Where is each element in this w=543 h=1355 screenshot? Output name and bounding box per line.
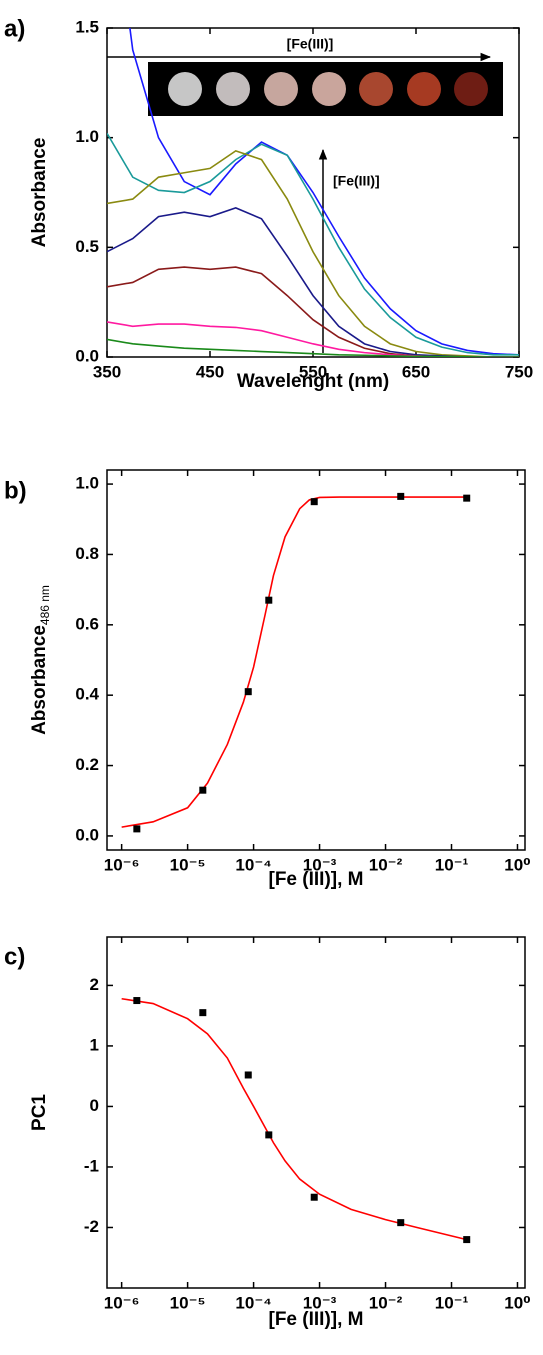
y-axis-title-main: PC1 bbox=[29, 1094, 50, 1131]
x-tick-label: 10⁻¹ bbox=[435, 855, 469, 874]
y-axis-title-main: Absorbance bbox=[29, 625, 50, 735]
x-tick-label: 10⁰ bbox=[504, 1293, 530, 1312]
data-point bbox=[265, 596, 273, 604]
y-axis-title-sub: 486 nm bbox=[38, 585, 52, 625]
data-point bbox=[310, 1193, 318, 1201]
panel-label: a) bbox=[4, 15, 25, 42]
y-tick-label: -1 bbox=[84, 1156, 99, 1175]
y-tick-label: 0 bbox=[90, 1096, 99, 1115]
x-tick-label: 10⁻³ bbox=[303, 855, 337, 874]
x-axis-title: [Fe (III)], M bbox=[269, 1309, 364, 1330]
data-point bbox=[133, 997, 141, 1005]
y-tick-label: 0.2 bbox=[75, 755, 99, 774]
x-tick-label: 750 bbox=[505, 362, 533, 381]
x-axis-title: [Fe (III)], M bbox=[269, 869, 364, 890]
y-tick-label: 1 bbox=[90, 1035, 99, 1054]
x-tick-label: 650 bbox=[402, 362, 430, 381]
spectrum-line bbox=[107, 266, 519, 357]
y-axis-title: Absorbance486 nm bbox=[29, 585, 52, 735]
spectrum-line bbox=[107, 132, 519, 356]
y-tick-label: 1.0 bbox=[75, 474, 99, 493]
data-point bbox=[133, 825, 141, 833]
data-point bbox=[199, 786, 207, 794]
x-axis-title: Wavelenght (nm) bbox=[237, 371, 389, 392]
data-point bbox=[244, 688, 252, 696]
spectrum-line bbox=[107, 338, 519, 357]
annotation: [Fe(III)] bbox=[287, 36, 334, 52]
y-tick-label: 0.6 bbox=[75, 614, 99, 633]
panel-label: c) bbox=[4, 943, 25, 970]
data-point bbox=[310, 498, 318, 506]
y-axis-title: Absorbance bbox=[29, 138, 50, 248]
plot-frame bbox=[106, 469, 526, 851]
y-tick-label: -2 bbox=[84, 1217, 99, 1236]
y-axis-title: PC1 bbox=[29, 1094, 50, 1131]
y-tick-label: 0.8 bbox=[75, 544, 99, 563]
x-tick-label: 10⁻³ bbox=[303, 1293, 337, 1312]
annotation: [Fe(III)] bbox=[333, 173, 380, 189]
x-tick-label: 550 bbox=[299, 362, 327, 381]
data-point bbox=[397, 1219, 405, 1227]
data-point bbox=[265, 1131, 273, 1139]
x-tick-label: 10⁻⁴ bbox=[235, 1293, 271, 1312]
data-point bbox=[463, 1236, 471, 1244]
y-tick-label: 0.0 bbox=[75, 346, 99, 365]
x-tick-label: 10⁻¹ bbox=[435, 1293, 469, 1312]
y-tick-label: 0.5 bbox=[75, 237, 99, 256]
x-tick-label: 450 bbox=[196, 362, 224, 381]
y-tick-label: 0.4 bbox=[75, 685, 99, 704]
y-tick-label: 2 bbox=[90, 975, 99, 994]
x-tick-label: 10⁰ bbox=[504, 855, 530, 874]
y-tick-label: 1.0 bbox=[75, 127, 99, 146]
x-tick-label: 10⁻⁴ bbox=[235, 855, 271, 874]
x-tick-label: 10⁻⁵ bbox=[170, 1293, 206, 1312]
plot-frame bbox=[106, 936, 526, 1289]
spectrum-line bbox=[107, 321, 519, 357]
x-tick-label: 10⁻² bbox=[369, 855, 403, 874]
panel-label: b) bbox=[4, 477, 27, 504]
fit-line bbox=[121, 997, 467, 1241]
spectrum-line bbox=[107, 149, 519, 357]
x-tick-label: 10⁻⁶ bbox=[104, 1293, 140, 1312]
fit-line bbox=[121, 496, 467, 828]
data-point bbox=[199, 1009, 207, 1017]
x-tick-label: 10⁻² bbox=[369, 1293, 403, 1312]
x-tick-label: 10⁻⁵ bbox=[170, 855, 206, 874]
data-point bbox=[244, 1071, 252, 1079]
x-tick-label: 10⁻⁶ bbox=[104, 855, 140, 874]
inset-photo bbox=[148, 62, 503, 116]
x-tick-label: 350 bbox=[93, 362, 121, 381]
spectrum-line bbox=[129, 28, 519, 356]
data-point bbox=[463, 494, 471, 502]
y-tick-label: 0.0 bbox=[75, 825, 99, 844]
y-tick-label: 1.5 bbox=[75, 17, 99, 36]
y-axis-title-main: Absorbance bbox=[29, 138, 50, 248]
data-point bbox=[397, 492, 405, 500]
spectrum-line bbox=[107, 206, 519, 357]
